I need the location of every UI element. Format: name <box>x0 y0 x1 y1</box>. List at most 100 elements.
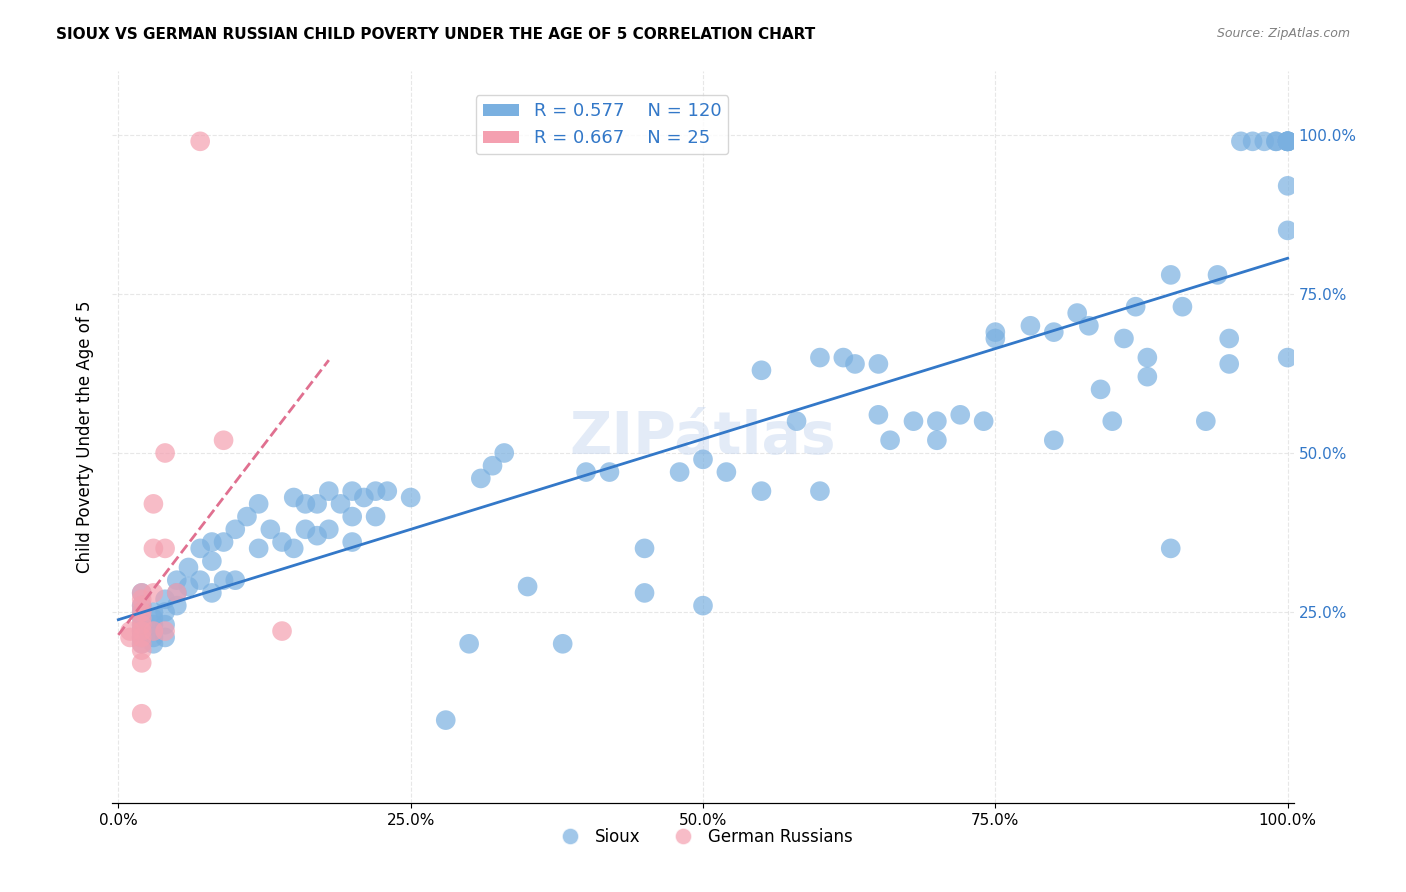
Point <box>247 541 270 556</box>
Point <box>212 535 235 549</box>
Point <box>118 631 141 645</box>
Point <box>1066 306 1088 320</box>
Point <box>153 541 176 556</box>
Point <box>832 351 855 365</box>
Point <box>1277 178 1299 193</box>
Point <box>984 331 1007 345</box>
Point <box>1171 300 1194 314</box>
Point <box>307 497 329 511</box>
Point <box>224 573 246 587</box>
Point <box>212 573 235 587</box>
Point <box>224 522 246 536</box>
Point <box>1043 325 1066 339</box>
Point <box>1043 434 1066 448</box>
Point <box>481 458 503 473</box>
Point <box>1277 134 1299 148</box>
Point <box>1218 331 1240 345</box>
Point <box>188 541 211 556</box>
Point <box>949 408 972 422</box>
Point <box>131 611 153 625</box>
Point <box>131 599 153 613</box>
Point <box>1277 223 1299 237</box>
Point <box>201 535 224 549</box>
Point <box>318 522 340 536</box>
Point <box>131 637 153 651</box>
Point <box>1136 351 1159 365</box>
Point <box>142 605 165 619</box>
Point <box>1277 134 1299 148</box>
Point <box>516 580 538 594</box>
Point <box>131 631 153 645</box>
Point <box>494 446 516 460</box>
Point <box>259 522 281 536</box>
Point <box>1277 134 1299 148</box>
Point <box>1277 351 1299 365</box>
Point <box>131 656 153 670</box>
Point <box>153 624 176 638</box>
Point <box>131 611 153 625</box>
Point <box>166 586 188 600</box>
Point <box>188 134 211 148</box>
Point <box>925 414 948 428</box>
Point <box>903 414 925 428</box>
Point <box>984 325 1007 339</box>
Point <box>340 535 363 549</box>
Point <box>340 509 363 524</box>
Point <box>131 586 153 600</box>
Text: ZIPátlas: ZIPátlas <box>569 409 837 466</box>
Point <box>142 624 165 638</box>
Point <box>131 624 153 638</box>
Point <box>716 465 738 479</box>
Point <box>808 484 831 499</box>
Text: SIOUX VS GERMAN RUSSIAN CHILD POVERTY UNDER THE AGE OF 5 CORRELATION CHART: SIOUX VS GERMAN RUSSIAN CHILD POVERTY UN… <box>56 27 815 42</box>
Point <box>153 617 176 632</box>
Point <box>118 624 141 638</box>
Point <box>131 631 153 645</box>
Point <box>142 611 165 625</box>
Point <box>142 497 165 511</box>
Point <box>166 573 188 587</box>
Point <box>868 408 890 422</box>
Point <box>131 624 153 638</box>
Point <box>879 434 901 448</box>
Point <box>1206 268 1229 282</box>
Point <box>153 605 176 619</box>
Point <box>294 522 316 536</box>
Point <box>786 414 808 428</box>
Point <box>142 586 165 600</box>
Point <box>201 586 224 600</box>
Point <box>131 643 153 657</box>
Point <box>1265 134 1288 148</box>
Point <box>131 586 153 600</box>
Point <box>353 491 375 505</box>
Point <box>294 497 316 511</box>
Point <box>1253 134 1275 148</box>
Point <box>1218 357 1240 371</box>
Point <box>973 414 995 428</box>
Point <box>844 357 866 371</box>
Point <box>1125 300 1147 314</box>
Point <box>399 491 422 505</box>
Point <box>212 434 235 448</box>
Point <box>1277 134 1299 148</box>
Point <box>188 573 211 587</box>
Point <box>142 624 165 638</box>
Point <box>633 541 655 556</box>
Point <box>1195 414 1218 428</box>
Point <box>318 484 340 499</box>
Point <box>1112 331 1135 345</box>
Point <box>201 554 224 568</box>
Point <box>1265 134 1288 148</box>
Point <box>575 465 598 479</box>
Point <box>153 592 176 607</box>
Point <box>925 434 948 448</box>
Point <box>1241 134 1264 148</box>
Point <box>1277 134 1299 148</box>
Point <box>1160 541 1182 556</box>
Point <box>375 484 398 499</box>
Point <box>1230 134 1253 148</box>
Point <box>1101 414 1123 428</box>
Text: Source: ZipAtlas.com: Source: ZipAtlas.com <box>1216 27 1350 40</box>
Point <box>131 599 153 613</box>
Point <box>307 529 329 543</box>
